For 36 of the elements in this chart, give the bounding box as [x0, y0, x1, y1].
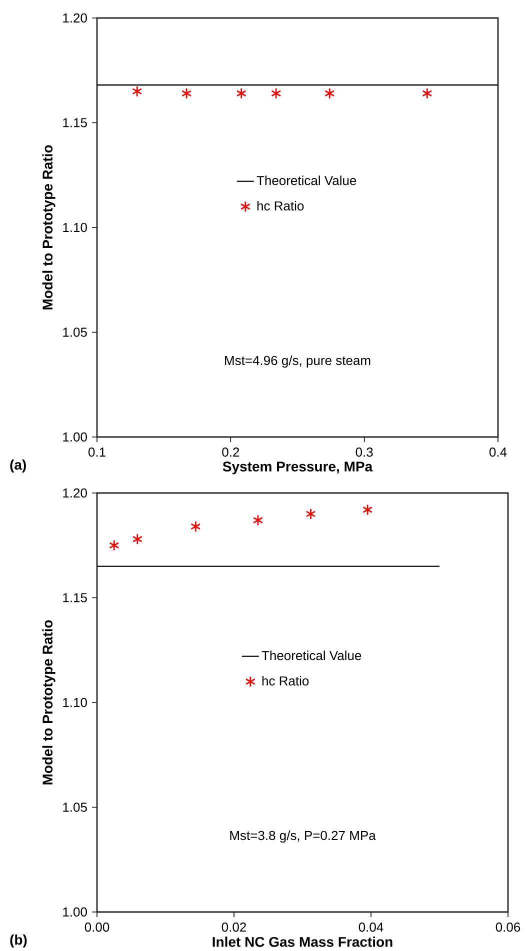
y-tick-label: 1.20: [63, 13, 87, 23]
text: (b): [10, 934, 27, 948]
y-tick-label: 1.15: [63, 593, 87, 602]
annotation: Mst=4.96 g/s, pure steam: [225, 356, 370, 368]
point: [306, 508, 316, 520]
y-axis-title: Model to Prototype Ratio: [42, 620, 56, 784]
y-axis-title: Model to Prototype Ratio: [42, 145, 56, 310]
point: [252, 514, 264, 526]
y-tick-label: 1.00: [63, 432, 87, 442]
legend-label: hc Ratio: [262, 676, 309, 686]
point: [132, 533, 142, 545]
legend-label: Theoretical Value: [256, 176, 356, 186]
x-axis-title: System Pressure, MPa: [222, 462, 373, 474]
y-tick-label: 1.20: [63, 488, 87, 498]
text: (a): [10, 459, 26, 473]
point: [109, 540, 120, 552]
x-axis-title: Inlet NC Gas Mass Fraction: [212, 936, 392, 947]
x-tick-label: 0.4: [489, 448, 507, 457]
legend-label: Theoretical Value: [262, 650, 362, 660]
x-tick-label: 0.02: [222, 922, 246, 932]
x-tick-label: 0.00: [84, 922, 110, 932]
y-tick-label: 1.00: [63, 907, 87, 917]
point: [190, 520, 201, 532]
y-tick-label: 1.15: [63, 118, 87, 128]
y-tick-label: 1.05: [63, 802, 87, 812]
x-tick-label: 0.06: [496, 922, 520, 932]
x-tick-label: 0.04: [358, 922, 384, 932]
point: [362, 504, 373, 516]
annotation: Mst=3.8 g/s, P=0.27 MPa: [230, 830, 376, 843]
y-tick-label: 1.10: [63, 222, 87, 232]
x-tick-label: 0.1: [88, 448, 106, 457]
y-tick-label: 1.10: [63, 698, 87, 708]
x-tick-label: 0.2: [222, 448, 240, 457]
legend-label: hc Ratio: [257, 200, 304, 211]
y-tick-label: 1.05: [63, 328, 87, 337]
x-tick-label: 0.3: [356, 448, 373, 457]
